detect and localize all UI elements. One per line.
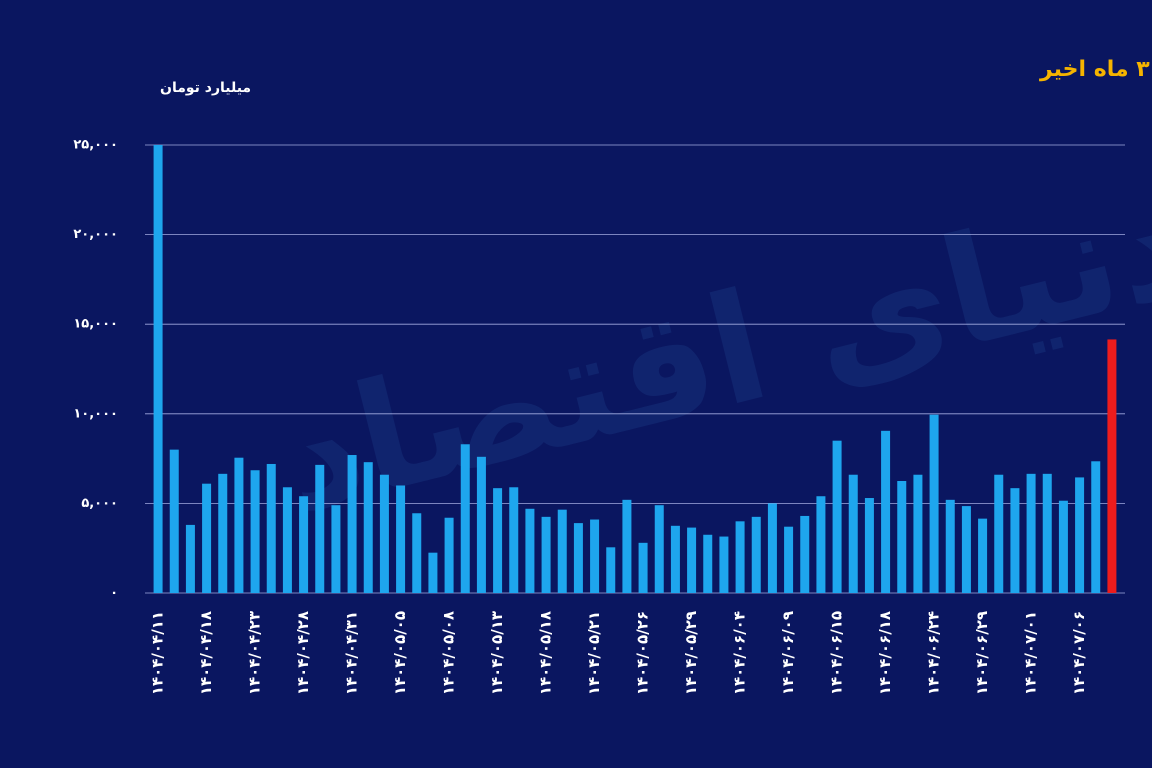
- bar: [897, 481, 907, 593]
- x-tick-label: ۱۴۰۴/۰۶/۰۹: [779, 611, 797, 695]
- bar: [379, 474, 389, 593]
- bar: [234, 457, 244, 593]
- x-tick-label: ۱۴۰۴/۰۴/۱۸: [197, 611, 215, 695]
- x-tick-label: ۱۴۰۴/۰۴/۳۱: [343, 611, 361, 695]
- bar: [654, 505, 664, 593]
- bar: [994, 474, 1004, 593]
- bar: [282, 487, 292, 593]
- bar: [864, 498, 874, 593]
- bar: [913, 474, 923, 593]
- bar: [396, 485, 406, 593]
- x-tick-label: ۱۴۰۴/۰۴/۲۸: [294, 611, 312, 695]
- bar: [541, 516, 551, 593]
- x-tick-label: ۱۴۰۴/۰۶/۱۸: [876, 611, 894, 695]
- bar: [525, 508, 535, 593]
- bar: [751, 516, 761, 593]
- y-tick-label: ۵,۰۰۰: [81, 496, 118, 511]
- bar: [800, 515, 810, 593]
- bar: [848, 474, 858, 593]
- x-tick-label: ۱۴۰۴/۰۷/۰۱: [1022, 611, 1040, 695]
- bar: [428, 552, 438, 593]
- y-tick-label: ۱۰,۰۰۰: [73, 406, 118, 421]
- bar: [719, 536, 729, 593]
- bar: [767, 503, 777, 593]
- bar: [412, 513, 422, 593]
- y-tick-label: ۲۰,۰۰۰: [73, 227, 118, 242]
- bar: [961, 506, 971, 593]
- x-tick-label: ۱۴۰۴/۰۷/۰۶: [1070, 611, 1088, 695]
- bar: [315, 464, 325, 593]
- bar: [1075, 477, 1085, 593]
- bar: [816, 496, 826, 593]
- x-tick-label: ۱۴۰۴/۰۵/۰۸: [440, 611, 458, 695]
- bar: [557, 509, 567, 593]
- x-tick-label: ۱۴۰۴/۰۵/۰۵: [391, 611, 409, 695]
- bar: [493, 488, 503, 593]
- bar: [347, 455, 357, 593]
- bar: [185, 524, 195, 593]
- x-tick-label: ۱۴۰۴/۰۵/۲۶: [634, 611, 652, 695]
- bar: [331, 505, 341, 593]
- bar: [218, 473, 228, 593]
- bar: [153, 145, 163, 593]
- bar: [476, 456, 486, 593]
- bar: [945, 499, 955, 593]
- x-tick-label: ۱۴۰۴/۰۵/۲۱: [585, 611, 603, 695]
- y-axis-label: میلیارد تومان: [160, 80, 251, 96]
- bar: [670, 525, 680, 593]
- y-tick-label: ۱۵,۰۰۰: [73, 317, 118, 332]
- x-tick-label: ۱۴۰۴/۰۶/۲۹: [973, 611, 991, 695]
- bar: [299, 496, 309, 593]
- bar: [460, 444, 470, 593]
- bar: [1091, 461, 1101, 593]
- bar: [169, 449, 179, 593]
- chart-title: روند ارزش معاملات بازار (سهام، حق‌تقدم و…: [1039, 57, 1152, 82]
- bar: [735, 521, 745, 593]
- bar: [687, 527, 697, 593]
- x-tick-label: ۱۴۰۴/۰۵/۱۸: [537, 611, 555, 695]
- y-tick-label: ۲۵,۰۰۰: [73, 138, 118, 153]
- bar: [1026, 473, 1036, 593]
- bar: [573, 523, 583, 593]
- bar: [881, 430, 891, 593]
- x-tick-label: ۱۴۰۴/۰۶/۲۴: [925, 611, 943, 695]
- bar: [978, 518, 988, 593]
- bar: [202, 483, 212, 593]
- x-tick-label: ۱۴۰۴/۰۶/۰۴: [731, 611, 749, 695]
- bar: [1010, 488, 1020, 593]
- bar: [250, 470, 260, 593]
- bar: [590, 519, 600, 593]
- bar: [266, 463, 276, 593]
- bar: [703, 534, 713, 593]
- bar: [1107, 339, 1117, 593]
- bar: [363, 462, 373, 593]
- x-tick-label: ۱۴۰۴/۰۵/۲۹: [682, 611, 700, 695]
- x-tick-label: ۱۴۰۴/۰۵/۱۳: [488, 611, 506, 695]
- bar: [622, 499, 632, 593]
- bar: [784, 526, 794, 593]
- bar: [444, 517, 454, 593]
- bar: [509, 487, 519, 593]
- bar: [606, 547, 616, 593]
- bar: [832, 440, 842, 593]
- bar: [929, 414, 939, 593]
- y-tick-label: ۰: [110, 586, 118, 601]
- bar: [1058, 500, 1068, 593]
- x-tick-label: ۱۴۰۴/۰۴/۱۱: [149, 611, 167, 695]
- bar: [1042, 473, 1052, 593]
- x-tick-label: ۱۴۰۴/۰۴/۲۳: [246, 611, 264, 695]
- x-tick-label: ۱۴۰۴/۰۶/۱۵: [828, 611, 846, 695]
- bar: [638, 542, 648, 593]
